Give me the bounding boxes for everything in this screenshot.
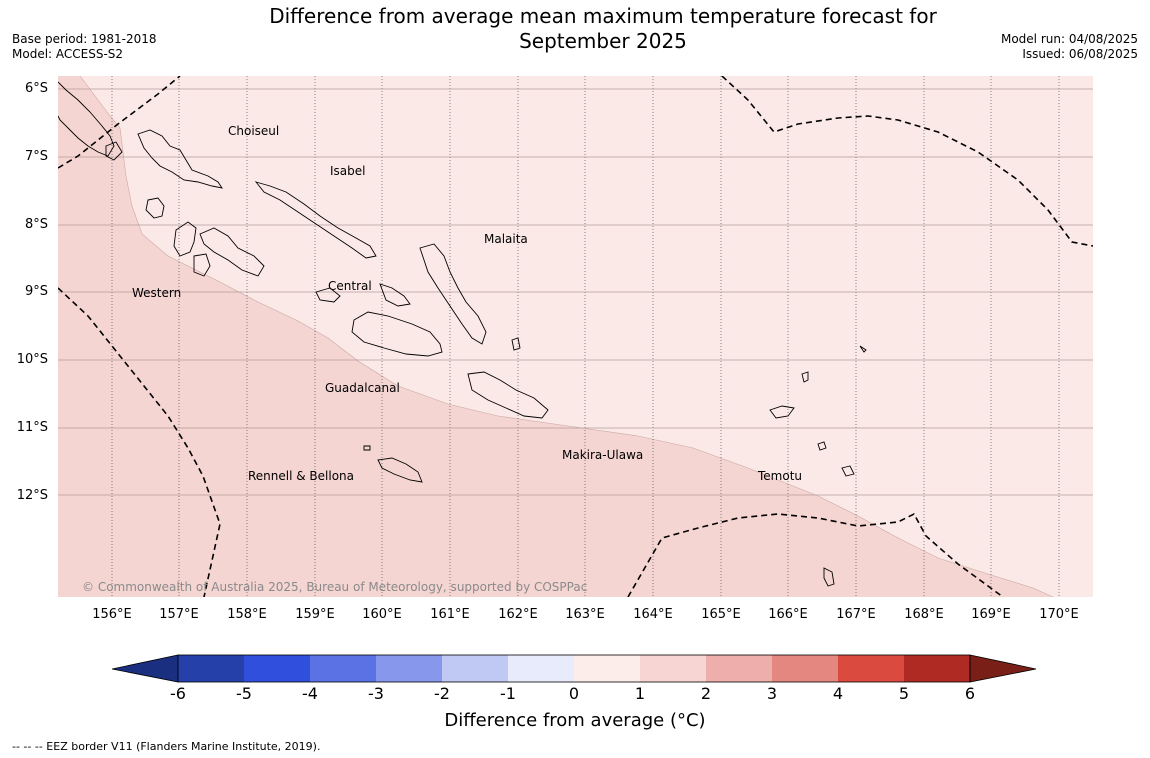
colorbar-segment	[838, 655, 904, 682]
label-choiseul: Choiseul	[228, 124, 279, 138]
lon-label: 157°E	[159, 607, 199, 622]
bougainville-island	[58, 81, 115, 157]
label-isabel: Isabel	[330, 164, 365, 178]
santa-cruz-island	[769, 405, 795, 419]
colorbar-segment	[640, 655, 706, 682]
lon-label: 164°E	[633, 607, 673, 622]
colorbar-extend-low	[112, 654, 179, 683]
russell-island	[379, 283, 411, 307]
new-georgia-island	[173, 221, 197, 257]
ulawa-island	[511, 337, 521, 351]
colorbar-segment	[904, 655, 970, 682]
colorbar-segment	[706, 655, 772, 682]
makira-island	[467, 371, 549, 419]
lat-label: 11°S	[16, 420, 48, 435]
label-rennell-bellona: Rennell & Bellona	[248, 469, 354, 483]
duff-island	[859, 345, 867, 353]
copyright-notice: © Commonwealth of Australia 2025, Bureau…	[82, 580, 588, 594]
colorbar-tick: 1	[634, 684, 646, 703]
colorbar-tick: 6	[964, 684, 976, 703]
bellona-island	[363, 445, 371, 451]
lat-label: 6°S	[24, 81, 48, 96]
base-period: Base period: 1981-2018	[12, 32, 157, 46]
rennell-island	[377, 457, 423, 483]
colorbar-tick: 2	[700, 684, 712, 703]
colorbar-tick: 0	[568, 684, 580, 703]
lat-label: 12°S	[16, 488, 48, 503]
lon-label: 166°E	[768, 607, 808, 622]
lon-label: 162°E	[498, 607, 538, 622]
lon-label: 156°E	[92, 607, 132, 622]
issued-date: Issued: 06/08/2025	[1022, 47, 1138, 61]
colorbar-extend-high	[969, 654, 1037, 683]
lon-label: 163°E	[565, 607, 605, 622]
lon-label: 165°E	[701, 607, 741, 622]
label-western: Western	[132, 286, 181, 300]
colorbar-segment	[310, 655, 376, 682]
map-title: Difference from average mean maximum tem…	[200, 4, 1006, 54]
lon-label: 170°E	[1039, 607, 1079, 622]
colorbar-tick: -4	[302, 684, 318, 703]
colorbar-tick: -1	[500, 684, 516, 703]
lon-label: 161°E	[430, 607, 470, 622]
meta-left: Base period: 1981-2018 Model: ACCESS-S2	[12, 32, 157, 62]
lon-label: 158°E	[227, 607, 267, 622]
malaita-island	[419, 243, 487, 345]
lon-label: 168°E	[904, 607, 944, 622]
islands	[58, 81, 867, 587]
colorbar-tick: -2	[434, 684, 450, 703]
lon-label: 159°E	[295, 607, 335, 622]
map-title-line2: September 2025	[519, 29, 687, 53]
label-guadalcanal: Guadalcanal	[325, 381, 400, 395]
vella-lavella-island	[145, 197, 165, 219]
lat-label: 10°S	[16, 352, 48, 367]
eez-footnote: -- -- -- EEZ border V11 (Flanders Marine…	[12, 740, 321, 753]
label-malaita: Malaita	[484, 232, 528, 246]
kolombangara-island	[199, 227, 265, 277]
forecast-map: Choiseul Isabel Malaita Western Central …	[58, 76, 1093, 597]
colorbar-tick: -6	[170, 684, 186, 703]
label-central: Central	[328, 279, 372, 293]
lat-label: 9°S	[24, 284, 48, 299]
zone-1-to-2	[58, 76, 1053, 597]
colorbar-segment	[772, 655, 838, 682]
eez-border	[58, 76, 1093, 597]
vanikoro-island	[817, 441, 827, 451]
colorbar-segment	[574, 655, 640, 682]
model-name: Model: ACCESS-S2	[12, 47, 124, 61]
colorbar-tick: -3	[368, 684, 384, 703]
colorbar-tick: 4	[832, 684, 844, 703]
colorbar	[112, 654, 1037, 683]
choiseul-island	[137, 129, 223, 189]
parallels	[58, 88, 1093, 496]
colorbar-segment	[178, 655, 244, 682]
colorbar-tick: 5	[898, 684, 910, 703]
lat-label: 8°S	[24, 217, 48, 232]
tikopia-island	[823, 567, 835, 587]
shortland-island	[105, 141, 123, 161]
utupua-island	[841, 465, 855, 477]
lon-label: 160°E	[362, 607, 402, 622]
colorbar-label: Difference from average (°C)	[444, 710, 706, 731]
lon-label: 167°E	[836, 607, 876, 622]
reef-islands	[801, 371, 809, 383]
colorbar-segment	[376, 655, 442, 682]
colorbar-segment	[508, 655, 574, 682]
rendova-island	[193, 253, 211, 277]
colorbar-tick: 3	[766, 684, 778, 703]
meta-right: Model run: 04/08/2025 Issued: 06/08/2025	[1001, 32, 1138, 62]
colorbar-segment	[244, 655, 310, 682]
label-temotu: Temotu	[757, 469, 802, 483]
guadalcanal-island	[351, 311, 443, 357]
nggela-island	[315, 287, 341, 303]
lat-label: 7°S	[24, 149, 48, 164]
label-makira-ulawa: Makira-Ulawa	[562, 448, 643, 462]
isabel-island	[254, 181, 377, 259]
colorbar-tick: -5	[236, 684, 252, 703]
lon-label: 169°E	[971, 607, 1011, 622]
map-title-line1: Difference from average mean maximum tem…	[269, 4, 937, 28]
colorbar-segment	[442, 655, 508, 682]
model-run: Model run: 04/08/2025	[1000, 32, 1138, 46]
